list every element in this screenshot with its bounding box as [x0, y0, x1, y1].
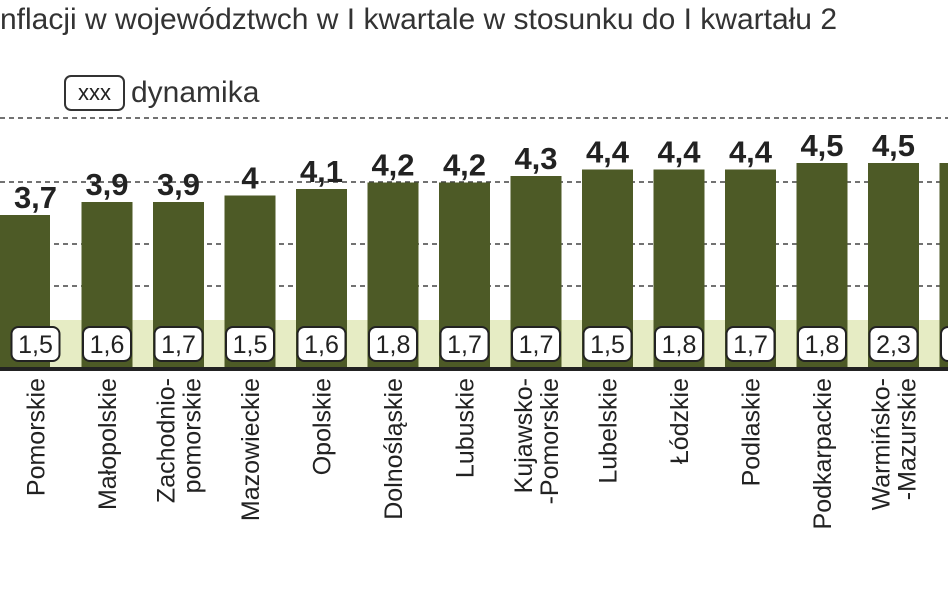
- category-label-13-line-2: -Mazurskie: [894, 378, 922, 500]
- dynamics-label-12: 1,8: [805, 331, 840, 359]
- dynamics-box-7: [439, 326, 490, 362]
- category-label-13-line-1: Warmińsko-: [868, 378, 896, 510]
- category-label-1: Pomorskie: [23, 378, 51, 496]
- category-label-6: Dolnośląskie: [380, 378, 408, 520]
- dynamics-box-5: [296, 326, 347, 362]
- legend-dynamics-box: xxx: [64, 75, 125, 111]
- dynamics-label-10: 1,8: [662, 331, 697, 359]
- dynamics-box-11: [725, 326, 776, 362]
- chart-title: nflacji w województwch w I kwartale w st…: [0, 3, 838, 36]
- legend-label: dynamika: [131, 76, 260, 109]
- dynamics-label-5: 1,6: [304, 331, 339, 359]
- value-label-4: 4: [241, 161, 259, 196]
- value-label-2: 3,9: [85, 167, 128, 202]
- value-label-11: 4,4: [729, 135, 773, 170]
- dynamics-box-4: [225, 326, 275, 362]
- category-label-5: Opolskie: [309, 378, 337, 475]
- value-label-5: 4,1: [300, 154, 343, 189]
- category-label-3-line-2: pomorskie: [179, 378, 207, 493]
- category-label-3-line-1: Zachodnio-: [153, 378, 181, 503]
- dynamics-label-7: 1,7: [447, 331, 482, 359]
- value-label-13: 4,5: [872, 128, 915, 163]
- category-label-7: Lubuskie: [452, 378, 480, 478]
- dynamics-box-3: [153, 326, 204, 362]
- value-label-12: 4,5: [800, 128, 843, 163]
- legend: xxx dynamika: [64, 74, 259, 112]
- value-label-3: 3,9: [157, 167, 200, 202]
- category-label-12: Podkarpackie: [809, 378, 837, 529]
- dynamics-label-13: 2,3: [876, 331, 911, 359]
- dynamics-box-9: [582, 326, 633, 362]
- dynamics-label-8: 1,7: [519, 331, 554, 359]
- category-label-2: Małopolskie: [94, 378, 122, 510]
- category-label-9: Lubelskie: [595, 378, 623, 484]
- dynamics-box-6: [368, 326, 418, 362]
- category-label-4: Mazowieckie: [237, 378, 265, 521]
- dynamics-label-1: 1,5: [18, 331, 53, 359]
- value-label-7: 4,2: [443, 148, 486, 183]
- dynamics-box-8: [511, 326, 561, 362]
- dynamics-box-2: [82, 326, 132, 362]
- bar-14: [939, 163, 948, 368]
- category-label-10: Łódzkie: [666, 378, 694, 464]
- value-label-6: 4,2: [371, 148, 414, 183]
- category-label-8-line-2: -Pomorskie: [536, 378, 564, 504]
- value-label-9: 4,4: [586, 135, 630, 170]
- dynamics-box-13: [868, 326, 919, 362]
- dynamics-label-11: 1,7: [733, 331, 768, 359]
- dynamics-label-3: 1,7: [161, 331, 196, 359]
- value-label-1: 3,7: [14, 180, 57, 215]
- value-label-10: 4,4: [657, 135, 701, 170]
- dynamics-label-9: 1,5: [590, 331, 625, 359]
- category-label-8-line-1: Kujawsko-: [510, 378, 538, 493]
- dynamics-box-10: [654, 326, 704, 362]
- category-label-11: Podlaskie: [738, 378, 766, 486]
- value-label-8: 4,3: [514, 141, 557, 176]
- dynamics-label-2: 1,6: [90, 331, 125, 359]
- dynamics-label-4: 1,5: [233, 331, 268, 359]
- dynamics-box-1: [10, 326, 61, 362]
- dynamics-box-12: [797, 326, 847, 362]
- dynamics-label-6: 1,8: [376, 331, 411, 359]
- dynamics-box-14: [940, 326, 948, 362]
